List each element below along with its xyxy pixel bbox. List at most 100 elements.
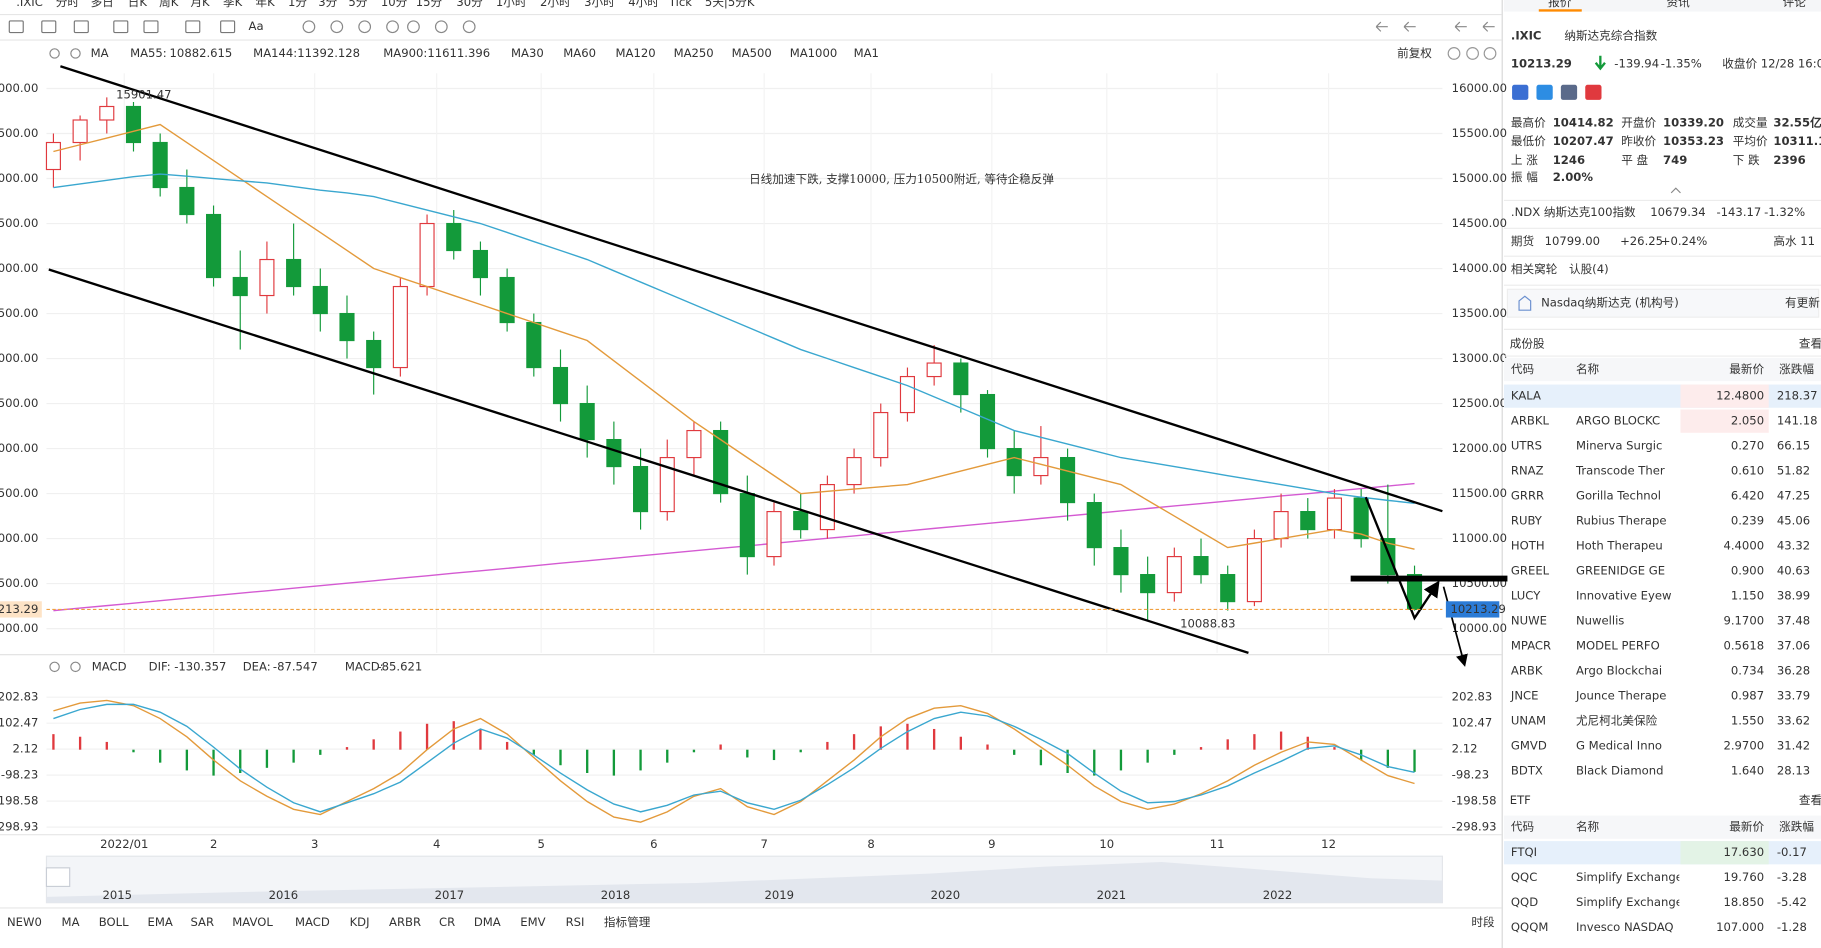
- tool-icon[interactable]: [113, 20, 129, 34]
- section-more[interactable]: 查看: [1799, 793, 1821, 807]
- period-button[interactable]: 1小时: [496, 0, 527, 9]
- tool-icon[interactable]: [330, 20, 344, 34]
- account-card[interactable]: [1506, 288, 1820, 318]
- table-row[interactable]: QQD 18.850 -5.42: [1511, 891, 1807, 914]
- indicator-name[interactable]: MA: [91, 46, 109, 60]
- adjust-button[interactable]: 前复权: [1397, 46, 1432, 60]
- tool-icon[interactable]: [1454, 21, 1467, 32]
- table-row[interactable]: QQQM 107.000 -1.28: [1511, 916, 1807, 939]
- indicator-tab[interactable]: NEW0: [7, 915, 42, 929]
- tool-icon[interactable]: [8, 20, 24, 34]
- collapse-icon[interactable]: [1670, 187, 1681, 194]
- tool-icon[interactable]: [1375, 21, 1388, 32]
- badge-icon[interactable]: [1536, 84, 1553, 100]
- period-button[interactable]: 5分: [348, 0, 367, 9]
- related-index[interactable]: .NDX 纳斯达克100指数: [1511, 205, 1636, 219]
- period-button[interactable]: 10分: [381, 0, 408, 9]
- table-row[interactable]: GRRR 6.420 47.25: [1511, 484, 1810, 507]
- tool-icon[interactable]: [407, 20, 420, 34]
- indicator-manage[interactable]: 指标管理: [604, 915, 651, 929]
- table-row[interactable]: ARBKL 2.050 141.18: [1511, 409, 1818, 433]
- period-button[interactable]: Tick: [668, 0, 692, 9]
- indicator-tab[interactable]: KDJ: [350, 915, 370, 929]
- panel-tab[interactable]: 评论: [1783, 0, 1807, 9]
- period-button[interactable]: 分时: [56, 0, 80, 9]
- period-button[interactable]: 1分: [288, 0, 307, 9]
- ma-inactive[interactable]: MA60: [563, 46, 596, 60]
- indicator-tab[interactable]: EMV: [520, 915, 545, 929]
- period-button[interactable]: 4小时: [628, 0, 659, 9]
- section-more[interactable]: 查看: [1799, 336, 1821, 350]
- table-row[interactable]: FTQI 17.630 -0.17: [1503, 841, 1821, 865]
- indicator-tab[interactable]: EMA: [147, 915, 172, 929]
- ma-inactive[interactable]: MA1000: [790, 46, 838, 60]
- period-button[interactable]: 3小时: [584, 0, 615, 9]
- tool-icon[interactable]: [386, 20, 399, 34]
- table-row[interactable]: HOTH 4.4000 43.32: [1511, 534, 1810, 557]
- pane-icon[interactable]: [1483, 47, 1497, 60]
- tool-icon[interactable]: [41, 20, 57, 34]
- indicator-tab[interactable]: ARBR: [389, 915, 421, 929]
- table-row[interactable]: GMVD 2.9700 31.42: [1511, 734, 1810, 757]
- period-tab[interactable]: 时段: [1471, 915, 1495, 929]
- period-button[interactable]: 5天|5分K: [705, 0, 755, 9]
- tool-icon[interactable]: [1403, 21, 1416, 32]
- ma-inactive[interactable]: MA1: [854, 46, 879, 60]
- indicator-name[interactable]: MACD: [92, 659, 127, 673]
- period-button[interactable]: 30分: [456, 0, 483, 9]
- pane-icon[interactable]: [1466, 47, 1479, 60]
- ma-inactive[interactable]: MA500: [732, 46, 772, 60]
- tool-icon[interactable]: [1482, 21, 1495, 32]
- table-row[interactable]: JNCE 0.987 33.79: [1510, 684, 1810, 707]
- ma-inactive[interactable]: MA30: [511, 46, 544, 60]
- tool-icon[interactable]: [185, 20, 201, 34]
- table-row[interactable]: BDTX 1.640 28.13: [1511, 759, 1810, 782]
- table-row[interactable]: UNAM 1.550 33.62: [1511, 709, 1810, 732]
- period-button[interactable]: 季K: [223, 0, 243, 9]
- table-row[interactable]: KALA 12.4800 218.37: [1503, 384, 1821, 408]
- period-button[interactable]: 多日: [91, 0, 114, 9]
- settings-icon[interactable]: [49, 48, 60, 59]
- tool-icon[interactable]: [73, 20, 89, 34]
- panel-tab[interactable]: 报价: [1548, 0, 1572, 9]
- table-row[interactable]: NUWE 9.1700 37.48: [1511, 609, 1810, 632]
- table-row[interactable]: RUBY 0.239 45.06: [1511, 509, 1810, 532]
- pane-icon[interactable]: [1447, 47, 1461, 60]
- navigator-handle[interactable]: [45, 867, 71, 888]
- table-row[interactable]: LUCY 1.150 38.99: [1511, 584, 1810, 607]
- table-row[interactable]: RNAZ 0.610 51.82: [1511, 459, 1810, 482]
- tool-icon[interactable]: [462, 20, 476, 34]
- badge-icon[interactable]: [1585, 84, 1602, 100]
- tool-icon[interactable]: [220, 20, 236, 34]
- indicator-tab[interactable]: MAVOL: [232, 915, 273, 929]
- period-button[interactable]: 2小时: [540, 0, 571, 9]
- indicator-tab[interactable]: CR: [439, 915, 455, 929]
- ma-inactive[interactable]: MA120: [616, 46, 656, 60]
- table-row[interactable]: GREEL 0.900 40.63: [1511, 559, 1810, 582]
- indicator-tab[interactable]: BOLL: [99, 915, 129, 929]
- tool-icon[interactable]: [358, 20, 372, 34]
- close-icon[interactable]: [70, 48, 81, 59]
- tool-icon[interactable]: [302, 20, 316, 34]
- panel-tab[interactable]: 资讯: [1667, 0, 1691, 9]
- table-row[interactable]: ARBK 0.734 36.28: [1511, 659, 1810, 682]
- period-button[interactable]: 3分: [318, 0, 337, 9]
- period-button[interactable]: 日K: [128, 0, 148, 9]
- table-row[interactable]: UTRS 0.270 66.15: [1511, 435, 1810, 458]
- indicator-tab[interactable]: DMA: [474, 915, 501, 929]
- period-button[interactable]: 15分: [416, 0, 443, 9]
- table-row[interactable]: MPACR 0.5618 37.06: [1511, 634, 1810, 657]
- tool-icon[interactable]: [434, 20, 448, 34]
- indicator-tab[interactable]: RSI: [566, 915, 585, 929]
- warrants-link[interactable]: 认股(4): [1569, 262, 1609, 276]
- period-button[interactable]: 月K: [190, 0, 210, 9]
- close-icon[interactable]: [70, 661, 81, 673]
- tool-icon[interactable]: [143, 20, 159, 34]
- indicator-tab[interactable]: MA: [62, 915, 80, 929]
- period-button[interactable]: 周K: [159, 0, 179, 9]
- indicator-tab[interactable]: MACD: [295, 915, 330, 929]
- period-button[interactable]: 年K: [255, 0, 275, 9]
- badge-icon[interactable]: [1512, 84, 1529, 100]
- ma-inactive[interactable]: MA250: [674, 46, 714, 60]
- settings-icon[interactable]: [49, 661, 60, 673]
